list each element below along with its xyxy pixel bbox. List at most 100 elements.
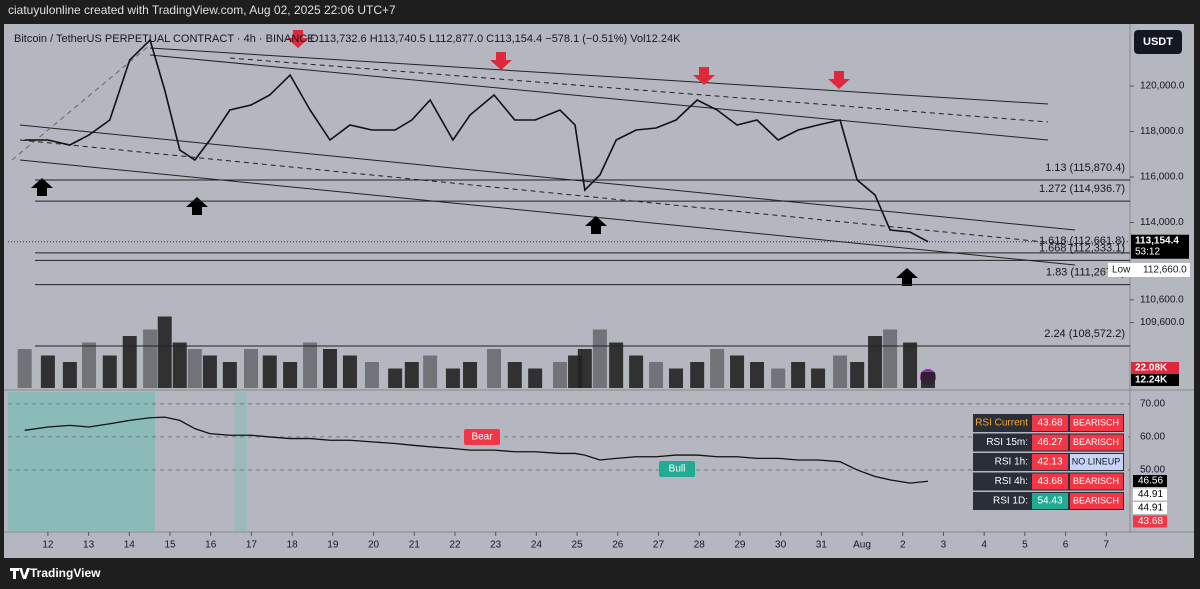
arrow-up [31, 178, 53, 196]
arrow-down [693, 67, 715, 85]
x-tick-label: Aug [853, 540, 871, 551]
table-value-cell [1032, 473, 1068, 490]
volume-bar [868, 336, 883, 388]
y-tick-label: 110,600.0 [1140, 294, 1184, 305]
volume-bar [487, 349, 502, 388]
rsi-line [24, 416, 929, 484]
buy-arrows [31, 178, 918, 286]
level-label: 1.83 (111,267.9) [1046, 267, 1125, 279]
volume-bar [791, 362, 806, 388]
channel-line [149, 47, 1049, 105]
arrow-up [585, 216, 607, 234]
last-price-box [1131, 234, 1189, 259]
table-label: RSI 1D: [993, 496, 1028, 507]
arrow-up [186, 197, 208, 215]
x-tick-label: 5 [1022, 540, 1028, 551]
x-tick-label: 14 [124, 540, 136, 551]
arrow-down [490, 52, 512, 70]
volume-bar [122, 336, 137, 388]
volume-bar [750, 362, 765, 388]
volume-bar [833, 355, 848, 388]
rsi-value-label: 44.91 [1138, 503, 1163, 514]
arrow-up [896, 268, 918, 286]
x-tick-label: 3 [941, 540, 947, 551]
rsi-value-box [1133, 475, 1167, 487]
table-label: RSI 4h: [995, 476, 1028, 487]
table-value-cell [1032, 454, 1068, 470]
channel-line [19, 139, 1076, 246]
x-tick-label: 6 [1063, 540, 1069, 551]
rsi-zone [8, 392, 155, 532]
x-tick-label: 13 [83, 540, 95, 551]
table-value-cell [1032, 493, 1068, 509]
volume-bar [883, 329, 898, 388]
rsi-value-box [1133, 502, 1167, 514]
volume-bar [342, 355, 357, 388]
rsi-tick-label: 70.00 [1140, 399, 1165, 410]
y-tick-label: 116,000.0 [1140, 172, 1184, 183]
volume-bar [920, 372, 935, 388]
volume-bar [262, 355, 277, 388]
x-tick-label: 12 [42, 540, 54, 551]
table-value: 42.13 [1037, 457, 1062, 468]
volume-bar [423, 355, 438, 388]
volume-bar [710, 349, 725, 388]
channel-line [229, 57, 1049, 123]
brand: TradingView [30, 566, 101, 580]
x-tick-label: 30 [775, 540, 787, 551]
volume-bar [62, 362, 77, 388]
volume-bar [303, 342, 318, 388]
volume-bar [82, 342, 97, 388]
volume-bar [552, 362, 567, 388]
table-status: BEARISCH [1073, 495, 1119, 505]
y-tick-label: 118,000.0 [1140, 126, 1184, 137]
volume-bar [690, 362, 705, 388]
volume-bar [143, 329, 158, 388]
watermark: ciatuyulonline created with TradingView.… [8, 3, 396, 17]
countdown: 53:12 [1135, 246, 1160, 257]
volume-bar [592, 329, 607, 388]
x-tick-label: 22 [449, 540, 461, 551]
table-value: 46.27 [1037, 437, 1062, 448]
level-label: 1.272 (114,936.7) [1039, 183, 1125, 195]
table-status-cell [1070, 415, 1123, 431]
table-value-cell [1032, 434, 1068, 451]
volume-bar [17, 349, 32, 388]
table-status: BEARISCH [1073, 437, 1119, 447]
rsi-tick-label: 50.00 [1140, 465, 1165, 476]
x-tick-label: 2 [900, 540, 906, 551]
x-tick-label: 21 [409, 540, 421, 551]
volume-bar [811, 368, 826, 388]
x-tick-label: 29 [734, 540, 746, 551]
symbol: Bitcoin / TetherUS PERPETUAL CONTRACT · … [14, 33, 315, 45]
volume-bar [730, 355, 745, 388]
table-label: RSI Current [975, 418, 1028, 429]
low-label: 112,660.0 [1143, 265, 1187, 276]
currency-button[interactable] [1134, 30, 1182, 54]
volume-bar [463, 362, 478, 388]
x-tick-label: 28 [694, 540, 706, 551]
volume-bar [283, 362, 298, 388]
level-label: 2.24 (108,572.2) [1044, 328, 1125, 340]
level-label: 1.618 (112,661.8) [1039, 235, 1125, 247]
x-tick-label: 26 [612, 540, 624, 551]
volume-bar [445, 368, 460, 388]
table-status: BEARISCH [1073, 476, 1119, 486]
rsi-value-label: 43.68 [1138, 516, 1163, 527]
table-label: RSI 1h: [995, 457, 1028, 468]
volume-bar [244, 349, 259, 388]
volume-bar [202, 355, 217, 388]
sell-arrows [287, 30, 850, 89]
volume-bar [40, 355, 55, 388]
volume-bar [850, 362, 865, 388]
volume-bar [187, 349, 202, 388]
volume-bar [609, 342, 624, 388]
rsi-value-box [1133, 488, 1167, 501]
volume-bar [222, 362, 237, 388]
level-label: 1.668 (112,333.1) [1039, 242, 1125, 254]
channel-line [149, 54, 1049, 141]
rsi-value-box [1133, 515, 1167, 528]
rsi-zone [235, 392, 247, 532]
currency[interactable]: USDT [1143, 36, 1173, 48]
